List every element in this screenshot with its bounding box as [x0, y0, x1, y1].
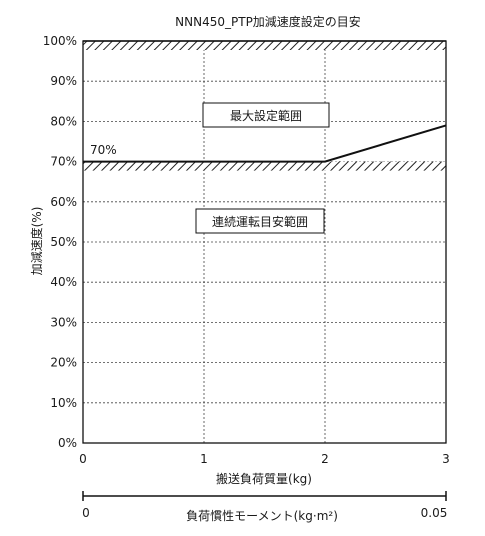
- limit-hatch-band: [83, 161, 446, 171]
- secondary-axis-label: 負荷慣性モーメント(kg·m²): [186, 508, 338, 523]
- chart-title: NNN450_PTP加減速度設定の目安: [175, 14, 361, 29]
- y-tick-label: 70%: [50, 155, 77, 169]
- x-tick-label: 2: [321, 452, 329, 466]
- tick-labels: 0% 10% 20% 30% 40% 50% 60% 70% 80% 90% 100% 0 1 2 3: [43, 34, 450, 466]
- y-axis-label: 加減速度(%): [29, 207, 44, 276]
- secondary-axis: 0 0.05 負荷慣性モーメント(kg·m²): [82, 491, 447, 523]
- x-tick-label: 0: [79, 452, 87, 466]
- max-region-label: 最大設定範囲: [230, 108, 302, 123]
- y-tick-label: 50%: [50, 235, 77, 249]
- value-label-70: 70%: [90, 143, 117, 157]
- continuous-region-label: 連続運転目安範囲: [212, 214, 308, 229]
- secondary-axis-min: 0: [82, 506, 90, 520]
- series-line: [83, 124, 447, 163]
- y-tick-label: 0%: [58, 436, 77, 450]
- continuous-region-label-box: [195, 208, 325, 234]
- series-layer: [83, 40, 447, 163]
- y-tick-label: 60%: [50, 195, 77, 209]
- max-region-label-box: [202, 102, 330, 128]
- y-tick-label: 20%: [50, 356, 77, 370]
- y-tick-label: 10%: [50, 396, 77, 410]
- x-tick-label: 3: [442, 452, 450, 466]
- limit-hatching: [83, 41, 446, 171]
- y-tick-label: 100%: [43, 34, 77, 48]
- y-tick-label: 80%: [50, 114, 77, 128]
- y-tick-label: 40%: [50, 275, 77, 289]
- y-tick-label: 90%: [50, 74, 77, 88]
- x-tick-label: 1: [200, 452, 208, 466]
- limit-hatch-band: [83, 41, 446, 50]
- y-tick-label: 30%: [50, 315, 77, 329]
- x-axis-label: 搬送負荷質量(kg): [216, 471, 312, 486]
- grid-lines: [83, 41, 446, 443]
- secondary-axis-max: 0.05: [421, 506, 448, 520]
